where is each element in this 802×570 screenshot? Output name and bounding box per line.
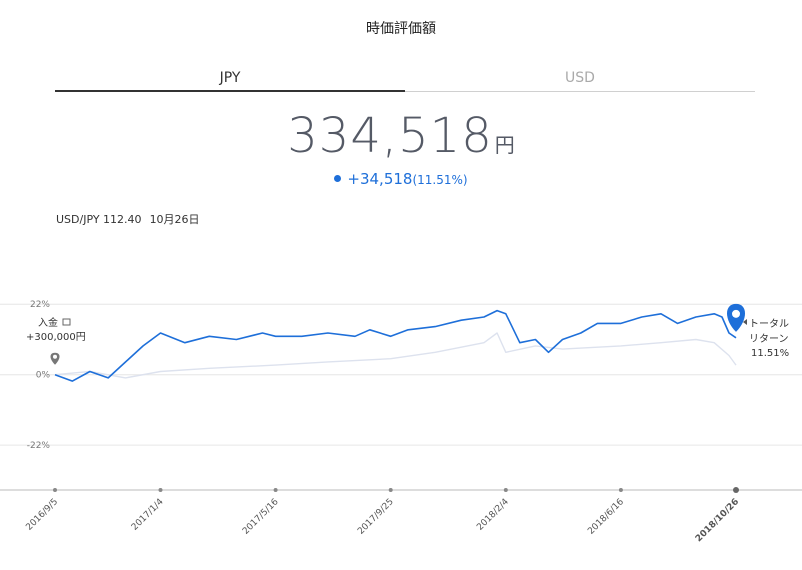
x-tick-label: 2017/1/4 <box>130 497 166 533</box>
tab-jpy[interactable]: JPY <box>55 68 405 92</box>
y-tick-label: -22% <box>27 441 51 451</box>
y-tick-label: 22% <box>30 300 50 310</box>
total-return-label-1: トータル <box>749 318 789 330</box>
x-tick-label: 2016/9/5 <box>24 497 60 533</box>
amount-value: 334,518 <box>287 108 493 164</box>
benchmark-line <box>54 332 737 379</box>
change-value: +34,518 <box>347 170 413 188</box>
x-tick-label: 2017/5/16 <box>241 497 281 537</box>
tab-usd[interactable]: USD <box>405 68 755 92</box>
total-return-label-2: リターン <box>749 333 789 345</box>
y-tick-label: 0% <box>36 371 51 381</box>
x-tick-label: 2018/6/16 <box>586 497 626 537</box>
total-return-value: 11.51% <box>751 348 789 359</box>
x-tick-label: 2018/2/4 <box>475 497 511 533</box>
currency-tabs: JPY USD <box>55 68 755 92</box>
valuation-change: +34,518(11.51%) <box>0 170 802 188</box>
x-tick-dot <box>618 488 623 492</box>
fx-pair-rate: USD/JPY 112.40 <box>56 213 142 226</box>
x-tick-dot <box>158 488 163 492</box>
x-tick-dot <box>53 488 57 492</box>
x-tick-dot <box>733 487 739 493</box>
x-tick-dot <box>388 488 393 492</box>
deposit-label: 入金 <box>38 316 58 329</box>
x-tick-label: 2018/10/26 <box>694 497 741 544</box>
fx-rate: USD/JPY 112.40 10月26日 <box>56 211 200 227</box>
page-title: 時価評価額 <box>366 21 436 37</box>
deposit-icon <box>62 318 71 326</box>
x-tick-dot <box>503 488 508 492</box>
portfolio-line <box>54 309 737 382</box>
valuation-amount: 334,518 円 <box>0 108 802 164</box>
x-tick-label: 2017/9/25 <box>356 497 396 537</box>
amount-unit: 円 <box>494 133 515 157</box>
deposit-amount: +300,000円 <box>26 332 86 343</box>
change-dot-icon <box>334 174 342 182</box>
total-return-caret-icon <box>743 319 747 325</box>
change-percent: (11.51%) <box>412 173 468 187</box>
total-return-pin-hole <box>732 309 740 318</box>
x-tick-dot <box>273 488 278 492</box>
fx-date: 10月26日 <box>149 213 200 226</box>
deposit-pin-hole <box>53 354 57 359</box>
